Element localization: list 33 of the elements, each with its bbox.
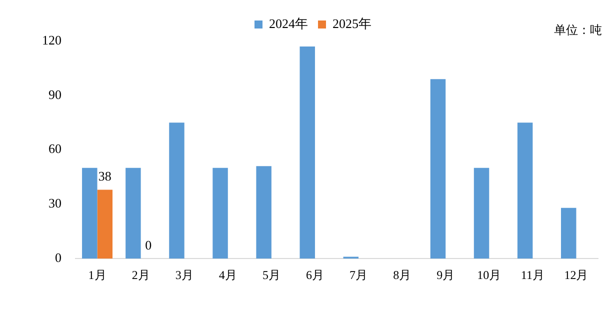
- bar: [430, 79, 446, 259]
- bar: [474, 168, 490, 259]
- x-tick-label: 8月: [393, 268, 412, 282]
- bar: [517, 122, 533, 259]
- x-tick-label: 9月: [436, 268, 455, 282]
- x-tick-label: 10月: [477, 268, 502, 282]
- bar: [169, 122, 184, 259]
- y-tick-label: 90: [48, 86, 62, 102]
- legend-label: 2025年: [332, 16, 372, 31]
- bar: [82, 168, 98, 259]
- x-tick-label: 7月: [350, 268, 368, 282]
- x-tick-label: 5月: [262, 268, 280, 282]
- y-tick-label: 0: [55, 250, 62, 266]
- bar: [126, 168, 141, 259]
- bar: [256, 166, 272, 259]
- x-tick-label: 11月: [520, 268, 544, 282]
- data-label: 38: [98, 168, 112, 184]
- x-tick-label: 4月: [218, 268, 237, 282]
- y-tick-label: 120: [42, 32, 62, 48]
- bar: [212, 168, 228, 259]
- x-tick-label: 3月: [175, 268, 194, 282]
- y-tick-label: 30: [48, 196, 62, 211]
- x-tick-label: 12月: [564, 268, 588, 282]
- text: 单位：吨: [554, 22, 602, 39]
- x-tick-label: 1月: [88, 268, 106, 282]
- x-tick-label: 2月: [132, 268, 150, 282]
- bar: [97, 190, 113, 259]
- bar: [300, 46, 315, 259]
- bar: [560, 208, 576, 259]
- data-label: 0: [145, 238, 152, 253]
- legend-label: 2024年: [269, 16, 308, 31]
- y-tick-label: 60: [48, 141, 62, 156]
- x-tick-label: 6月: [306, 268, 324, 282]
